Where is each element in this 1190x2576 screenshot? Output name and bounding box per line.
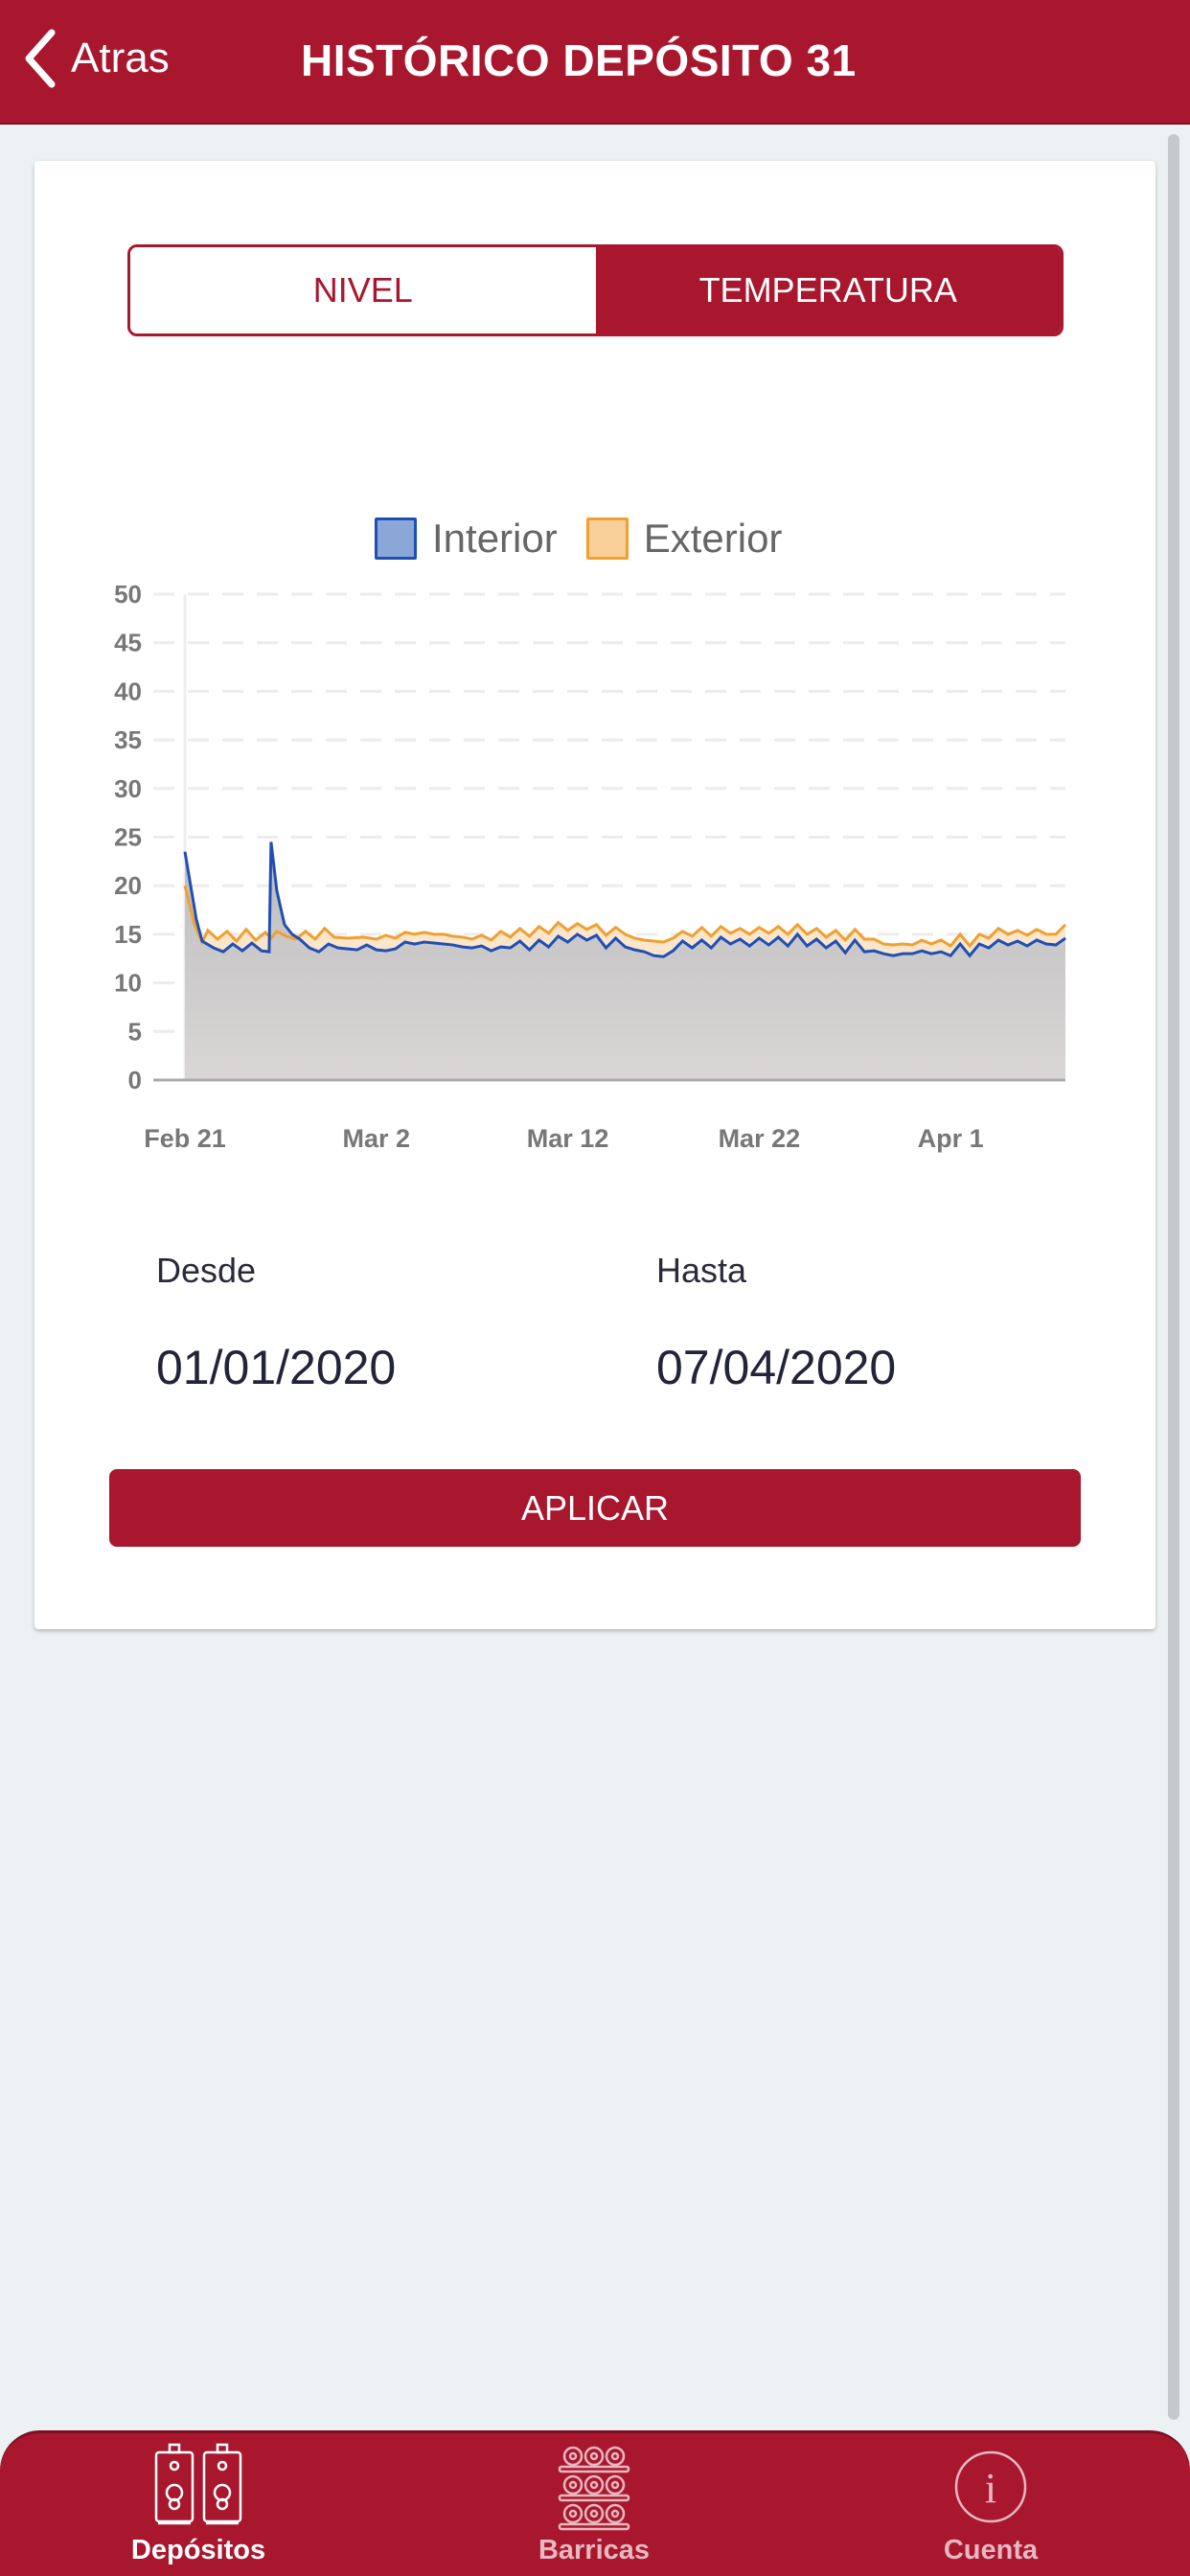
info-icon: i bbox=[954, 2450, 1027, 2523]
y-tick-label: 5 bbox=[128, 1017, 142, 1046]
y-tick-label: 30 bbox=[114, 774, 142, 803]
app-header: Atras HISTÓRICO DEPÓSITO 31 bbox=[0, 0, 1190, 125]
svg-text:i: i bbox=[985, 2465, 996, 2512]
to-label: Hasta bbox=[656, 1251, 747, 1290]
from-label: Desde bbox=[156, 1251, 257, 1290]
y-tick-label: 0 bbox=[128, 1066, 142, 1094]
tanks-icon bbox=[154, 2443, 242, 2525]
x-tick-label: Feb 21 bbox=[144, 1124, 226, 1153]
y-tick-label: 45 bbox=[114, 629, 142, 657]
x-tick-label: Mar 2 bbox=[343, 1124, 411, 1153]
bottom-tab-bar: Depósitos Barricas i Cuenta bbox=[0, 2430, 1190, 2576]
apply-button[interactable]: APLICAR bbox=[109, 1469, 1081, 1547]
chart-legend: Interior Exterior bbox=[375, 516, 782, 562]
x-tick-label: Mar 22 bbox=[719, 1124, 801, 1153]
temperature-chart: 0 5 10 15 20 25 30 35 40 45 50 Feb 21 Mar 2 Mar 12 Mar… bbox=[114, 580, 1067, 1153]
from-date-field[interactable]: 01/01/2020 bbox=[156, 1341, 397, 1394]
y-tick-label: 25 bbox=[114, 823, 142, 852]
tab-temperatura[interactable]: TEMPERATURA bbox=[595, 247, 1061, 334]
y-tick-label: 10 bbox=[114, 969, 142, 998]
y-tick-label: 15 bbox=[114, 920, 142, 949]
y-tick-label: 50 bbox=[114, 580, 142, 609]
legend-swatch-exterior[interactable] bbox=[585, 518, 629, 560]
tab-nivel[interactable]: NIVEL bbox=[130, 247, 596, 334]
y-tick-label: 40 bbox=[114, 677, 142, 705]
nav-label-depositos: Depósitos bbox=[130, 2535, 266, 2565]
legend-label-interior: Interior bbox=[432, 516, 558, 561]
nav-depositos[interactable]: Depósitos bbox=[74, 2443, 323, 2566]
back-label: Atras bbox=[71, 34, 170, 81]
back-button[interactable]: Atras bbox=[21, 29, 170, 88]
nav-label-cuenta: Cuenta bbox=[943, 2535, 1039, 2565]
exterior-line bbox=[183, 885, 1067, 949]
metric-segmented-control: NIVEL TEMPERATURA bbox=[127, 244, 1064, 336]
y-tick-label: 20 bbox=[114, 871, 142, 900]
y-tick-label: 35 bbox=[114, 725, 142, 754]
overlap-area bbox=[185, 841, 1065, 1080]
history-card: NIVEL TEMPERATURA Interior Exterior Desd… bbox=[34, 161, 1156, 1629]
chevron-left-icon bbox=[25, 29, 56, 88]
nav-label-barricas: Barricas bbox=[538, 2535, 651, 2565]
nav-cuenta[interactable]: i Cuenta bbox=[866, 2443, 1115, 2566]
page-title: HISTÓRICO DEPÓSITO 31 bbox=[301, 35, 857, 85]
interior-line bbox=[183, 841, 1066, 958]
x-tick-label: Mar 12 bbox=[527, 1124, 609, 1153]
scrollbar[interactable] bbox=[1168, 134, 1179, 2420]
barrels-icon bbox=[558, 2446, 630, 2531]
x-tick-label: Apr 1 bbox=[918, 1124, 984, 1153]
legend-label-exterior: Exterior bbox=[643, 516, 783, 561]
to-date-field[interactable]: 07/04/2020 bbox=[656, 1341, 897, 1394]
nav-barricas[interactable]: Barricas bbox=[469, 2443, 719, 2566]
legend-swatch-interior[interactable] bbox=[375, 518, 417, 560]
